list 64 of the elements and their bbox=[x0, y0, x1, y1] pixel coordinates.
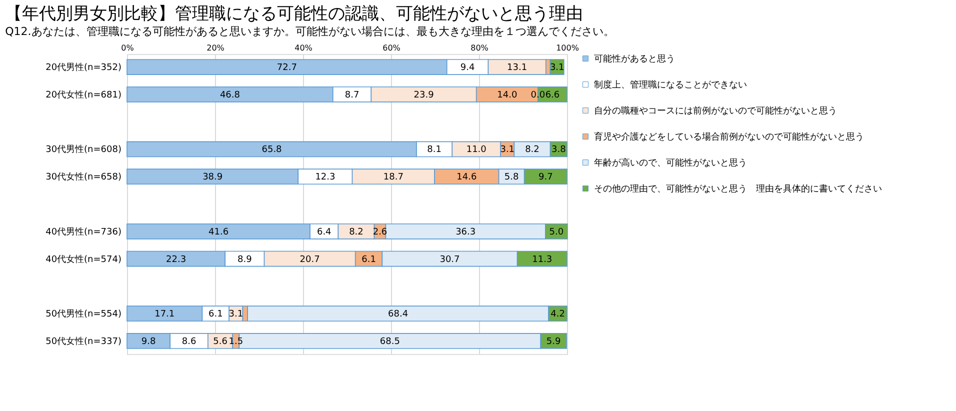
x-tick-label: 80% bbox=[470, 44, 489, 52]
x-tick-label: 20% bbox=[206, 44, 225, 52]
data-label: 6.1 bbox=[362, 254, 376, 265]
data-label: 17.1 bbox=[154, 310, 175, 320]
chart-title: 【年代別男女別比較】管理職になる可能性の認識、可能性がないと思う理由 bbox=[5, 4, 584, 24]
data-label: 22.3 bbox=[166, 254, 186, 265]
data-label: 12.3 bbox=[315, 172, 336, 183]
data-label: 30.7 bbox=[440, 254, 460, 265]
data-label: 20.7 bbox=[300, 254, 320, 265]
data-label: 36.3 bbox=[456, 227, 476, 238]
y-tick-label: 20代男性(n=352) bbox=[46, 62, 122, 74]
y-tick-label: 20代女性(n=681) bbox=[46, 89, 122, 100]
y-tick-label: 30代男性(n=608) bbox=[46, 144, 122, 156]
data-label: 41.6 bbox=[208, 227, 229, 238]
data-label: 4.2 bbox=[550, 310, 565, 320]
data-label: 3.1 bbox=[550, 63, 564, 74]
data-label: 8.2 bbox=[349, 227, 364, 238]
data-label: 14.0 bbox=[497, 90, 518, 100]
data-label: 3.1 bbox=[228, 310, 244, 320]
data-label: 5.8 bbox=[504, 172, 519, 183]
y-tick-label: 30代女性(n=658) bbox=[46, 172, 122, 183]
legend-label: その他の理由で、可能性がないと思う 理由を具体的に書いてください bbox=[594, 184, 882, 194]
legend-label: 育児や介護などをしている場合前例がないので可能性がないと思う bbox=[594, 132, 864, 142]
x-tick-label: 40% bbox=[294, 44, 313, 52]
y-tick-label: 50代女性(n=337) bbox=[46, 336, 122, 347]
data-label: 8.2 bbox=[525, 145, 540, 156]
y-tick-label: 40代男性(n=736) bbox=[46, 226, 122, 238]
data-label: 11.3 bbox=[532, 254, 552, 265]
data-label: 8.1 bbox=[427, 145, 442, 156]
data-label: 5.0 bbox=[549, 227, 564, 238]
data-label: 68.4 bbox=[388, 310, 408, 320]
data-label: 9.8 bbox=[141, 336, 156, 347]
data-label: 18.7 bbox=[383, 172, 404, 183]
chart-subtitle: Q12.あなたは、管理職になる可能性があると思いますか。可能性がない場合には、最も大きな理由を１つ選んでください。 bbox=[5, 25, 614, 38]
x-tick-label: 100% bbox=[556, 44, 580, 52]
data-label: 6.1 bbox=[208, 310, 223, 320]
data-label: 9.4 bbox=[460, 63, 475, 74]
data-label: 11.0 bbox=[466, 145, 487, 156]
data-label: 5.6 bbox=[213, 336, 228, 347]
data-label: 8.6 bbox=[182, 336, 196, 347]
legend-label: 自分の職種やコースには前例がないので可能性がないと思う bbox=[594, 106, 837, 116]
data-label: 72.7 bbox=[276, 63, 297, 74]
y-tick-label: 40代女性(n=574) bbox=[46, 254, 122, 265]
data-label: 5.9 bbox=[546, 336, 562, 347]
data-label: 8.9 bbox=[238, 254, 252, 265]
y-tick-label: 50代男性(n=554) bbox=[46, 308, 122, 320]
data-label: 38.9 bbox=[202, 172, 223, 183]
data-label: 6.4 bbox=[316, 227, 332, 238]
legend-label: 年齢が高いので、可能性がないと思う bbox=[594, 158, 747, 168]
data-label: 8.7 bbox=[344, 90, 360, 100]
legend-label: 制度上、管理職になることができない bbox=[594, 80, 747, 90]
x-tick-label: 60% bbox=[382, 44, 401, 52]
data-label: 65.8 bbox=[262, 145, 282, 156]
data-label: 46.8 bbox=[220, 90, 240, 100]
data-label: 13.1 bbox=[507, 63, 528, 74]
data-label: 3.8 bbox=[551, 145, 566, 156]
data-label: 23.9 bbox=[414, 90, 434, 100]
data-label: 9.7 bbox=[538, 172, 553, 183]
data-label: 6.6 bbox=[545, 90, 560, 100]
legend-label: 可能性があると思う bbox=[594, 54, 675, 64]
data-label: 14.6 bbox=[456, 172, 477, 183]
data-label: 68.5 bbox=[380, 336, 400, 347]
data-label: 3.1 bbox=[500, 145, 515, 156]
x-tick-label: 0% bbox=[121, 44, 134, 52]
